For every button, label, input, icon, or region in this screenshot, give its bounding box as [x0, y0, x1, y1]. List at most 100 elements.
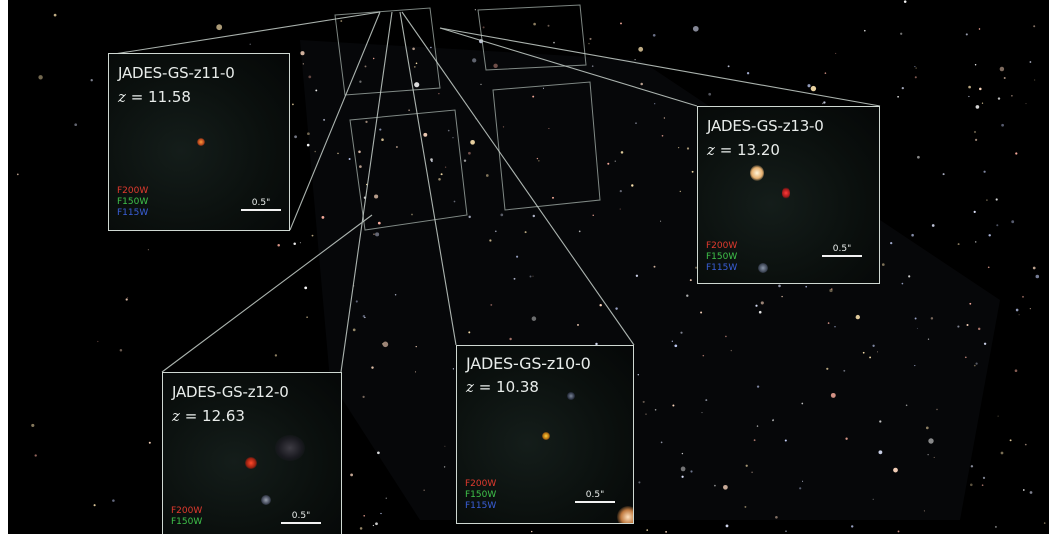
star	[489, 239, 492, 242]
filter-blue: F115W	[117, 208, 149, 218]
star	[973, 210, 976, 214]
star	[901, 282, 904, 285]
star	[634, 59, 636, 61]
redshift-symbol: z	[118, 88, 126, 106]
star	[638, 481, 641, 484]
star	[509, 337, 512, 341]
star	[975, 138, 978, 141]
galaxy-source	[245, 457, 257, 469]
star	[830, 392, 836, 398]
star	[680, 466, 686, 472]
cutout-panel-z10: JADES-GS-z10-0 z = 10.38 F200W F150W F11…	[456, 345, 634, 524]
redshift-value: = 13.20	[719, 141, 780, 159]
star	[127, 297, 129, 299]
star	[423, 489, 425, 491]
star	[900, 32, 903, 35]
star	[340, 20, 343, 22]
star	[423, 132, 428, 137]
redshift-label: z = 10.38	[466, 378, 539, 396]
star	[914, 66, 916, 68]
star	[547, 24, 550, 27]
star	[994, 525, 997, 528]
corner-source	[617, 506, 633, 523]
star	[359, 80, 362, 83]
star	[964, 356, 967, 359]
star	[981, 102, 984, 104]
star	[915, 67, 917, 69]
star	[746, 72, 750, 75]
star	[472, 58, 477, 63]
star	[672, 404, 675, 407]
star	[1029, 308, 1031, 310]
star	[862, 351, 865, 354]
star	[373, 233, 375, 235]
star	[444, 445, 446, 447]
star	[933, 456, 935, 458]
star	[974, 63, 977, 66]
star	[897, 95, 899, 98]
cutout-panel-z11: JADES-GS-z11-0 z = 11.58 F200W F150W F11…	[108, 53, 290, 231]
star	[53, 13, 57, 17]
star	[452, 368, 455, 370]
star	[974, 241, 977, 243]
star	[975, 105, 980, 109]
star	[532, 95, 535, 98]
right-image-border	[1049, 0, 1057, 534]
star	[552, 196, 554, 199]
star	[997, 415, 999, 417]
star	[1018, 314, 1020, 316]
star	[753, 439, 756, 442]
star	[872, 344, 875, 347]
star	[727, 65, 730, 68]
star	[1022, 489, 1025, 491]
star	[619, 208, 621, 210]
star	[690, 470, 693, 473]
scale-bar: 0.5"	[822, 244, 862, 257]
star	[751, 471, 753, 473]
star	[524, 231, 527, 234]
star	[778, 284, 781, 288]
star	[805, 285, 808, 288]
star	[802, 480, 804, 482]
star	[995, 198, 998, 201]
region-box-center	[349, 109, 468, 231]
star	[578, 230, 581, 233]
filter-blue: F115W	[706, 263, 738, 273]
filter-red: F200W	[706, 241, 738, 251]
star	[381, 138, 384, 141]
star	[532, 275, 534, 277]
star	[879, 420, 882, 423]
star	[306, 143, 310, 147]
star	[379, 128, 382, 131]
star	[542, 87, 545, 89]
star	[640, 82, 643, 86]
star	[784, 439, 787, 442]
star	[986, 199, 988, 201]
star	[468, 331, 471, 334]
region-box-right	[492, 81, 601, 211]
star	[987, 266, 990, 269]
star	[364, 316, 366, 319]
star	[1025, 103, 1027, 105]
star	[855, 314, 860, 320]
star	[374, 194, 379, 199]
connector-z10-b	[401, 11, 635, 346]
scale-bar: 0.5"	[575, 490, 615, 503]
scale-line	[575, 501, 615, 503]
star	[988, 234, 991, 237]
redshift-value: = 11.58	[130, 88, 191, 106]
filter-red: F200W	[465, 479, 497, 489]
star	[607, 162, 610, 165]
star	[968, 95, 970, 98]
star	[430, 158, 433, 161]
star	[686, 147, 690, 150]
filter-green: F150W	[706, 252, 738, 262]
star	[916, 327, 918, 329]
star	[637, 373, 640, 376]
star	[274, 354, 278, 357]
star	[315, 89, 318, 92]
star	[300, 51, 305, 56]
star	[414, 371, 417, 373]
star	[923, 510, 925, 512]
star	[702, 354, 705, 357]
